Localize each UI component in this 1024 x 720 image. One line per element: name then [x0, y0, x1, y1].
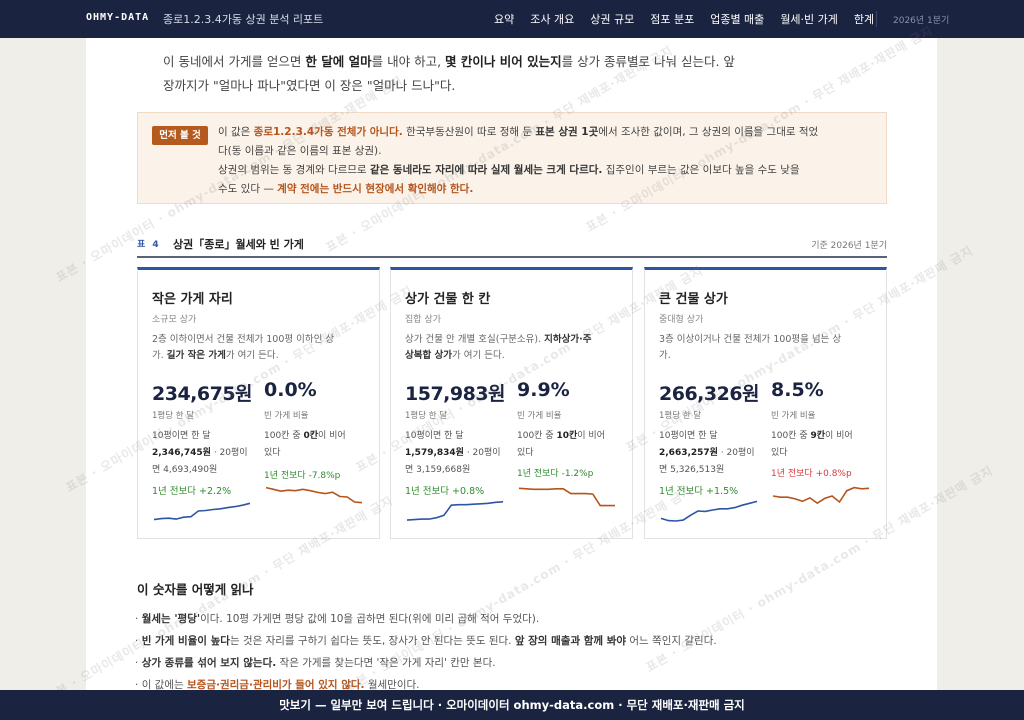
notice-box: 먼저 볼 것 이 값은 종로1.2.3.4가동 전체가 아니다. 한국부동산원이…	[137, 112, 887, 204]
sparkline-series	[406, 501, 504, 521]
vacancy-rate: 9.9%	[517, 379, 570, 401]
table-number: 표 4	[137, 240, 161, 250]
sparkline-series	[518, 487, 615, 507]
notice-badge: 먼저 볼 것	[152, 126, 208, 145]
intro-paragraph: 이 동네에서 가게를 얻으면 한 달에 얼마를 내야 하고, 몇 칸이나 비어 …	[163, 54, 735, 93]
top-navigation-bar: OHMY-DATA 종로1.2.3.4가동 상권 분석 리포트 요약 조사 개요…	[0, 0, 1024, 38]
rent-trend-sparkline	[153, 502, 251, 521]
notice-text: 이 값은 종로1.2.3.4가동 전체가 아니다. 한국부동산원이 따로 정해 …	[218, 126, 819, 195]
rent-label: 1평당 한 달	[405, 411, 448, 421]
card-subtitle: 중대형 상가	[659, 315, 704, 325]
nav-item-limits[interactable]: 한계	[853, 13, 875, 26]
rent-label: 1평당 한 달	[659, 411, 702, 421]
rent-calculation: 10평이면 한 달 1,579,834원 · 20평이 면 3,159,668원	[405, 431, 501, 475]
rent-trend-sparkline	[660, 500, 758, 522]
rent-calculation: 10평이면 한 달 2,663,257원 · 20평이 면 5,326,513원	[659, 431, 755, 475]
card-title: 작은 가게 자리	[152, 292, 233, 307]
reading-guide-list: · 월세는 '평당'이다. 10평 가게면 평당 값에 10을 곱하면 된다(위…	[135, 608, 895, 690]
period-label: 2026년 1분기	[893, 16, 950, 26]
nav-item-market-size[interactable]: 상권 규모	[590, 13, 635, 26]
vacancy-change: 1년 전보다 -1.2%p	[517, 469, 594, 479]
rent-trend-sparkline	[406, 501, 504, 521]
sparkline-series	[265, 486, 363, 504]
list-item: · 빈 가게 비율이 높다는 것은 자리를 구하기 쉽다는 뜻도, 장사가 안 …	[135, 635, 717, 647]
report-page: 이 동네에서 가게를 얻으면 한 달에 얼마를 내야 하고, 몇 칸이나 비어 …	[86, 38, 937, 690]
vacancy-trend-sparkline	[265, 486, 363, 504]
list-item: · 상가 종류를 섞어 보지 않는다. 작은 가게를 찾는다면 '작은 가게 자…	[135, 657, 496, 669]
nav-item-summary[interactable]: 요약	[494, 13, 515, 26]
card-description: 3층 이상이거나 건물 전체가 100평을 넘는 상 가.	[659, 334, 842, 361]
vacancy-label: 빈 가게 비율	[264, 411, 309, 421]
nav-item-overview[interactable]: 조사 개요	[530, 13, 575, 26]
section-heading: 이 숫자를 어떻게 읽나	[137, 582, 254, 597]
vacancy-description: 100칸 중 10칸이 비어 있다	[517, 431, 605, 458]
card-title: 큰 건물 상가	[659, 292, 728, 307]
rent-change: 1년 전보다 +2.2%	[152, 486, 232, 497]
vacancy-trend-sparkline	[518, 487, 615, 507]
rent-per-pyeong: 266,326원	[659, 383, 760, 405]
rent-change: 1년 전보다 +0.8%	[405, 486, 485, 497]
card-large-building-store: 큰 건물 상가 중대형 상가 3층 이상이거나 건물 전체가 100평을 넘는 …	[644, 267, 887, 539]
brand-logo[interactable]: OHMY-DATA	[86, 12, 150, 23]
card-description: 2층 이하이면서 건물 전체가 100평 이하인 상 가. 길가 작은 가게가 …	[152, 334, 335, 361]
rent-change: 1년 전보다 +1.5%	[659, 486, 739, 497]
list-item: · 월세는 '평당'이다. 10평 가게면 평당 값에 10을 곱하면 된다(위…	[135, 613, 540, 625]
table-title: 상권「종로」월세와 빈 가게	[173, 238, 304, 251]
sparkline-series	[660, 500, 758, 522]
vacancy-change: 1년 전보다 +0.8%p	[771, 469, 852, 479]
nav-divider	[876, 11, 877, 27]
vacancy-description: 100칸 중 0칸이 비어 있다	[264, 431, 346, 458]
vacancy-label: 빈 가게 비율	[771, 411, 816, 421]
sparkline-series	[772, 486, 870, 505]
card-small-store: 작은 가게 자리 소규모 상가 2층 이하이면서 건물 전체가 100평 이하인…	[137, 267, 380, 539]
nav-item-sales-by-industry[interactable]: 업종별 매출	[710, 13, 765, 26]
vacancy-trend-sparkline	[772, 486, 870, 505]
vacancy-rate: 8.5%	[771, 379, 824, 401]
table-period: 기준 2026년 1분기	[811, 241, 887, 251]
card-description: 상가 건물 안 개별 호실(구분소유). 지하상가·주 상복합 상가가 여기 든…	[405, 334, 592, 361]
card-title: 상가 건물 한 칸	[405, 292, 491, 307]
preview-footer-banner: 맛보기 — 일부만 보여 드립니다 · 오마이데이터 ohmy-data.com…	[0, 690, 1024, 720]
sparkline-series	[153, 502, 251, 521]
rent-per-pyeong: 157,983원	[405, 383, 506, 405]
card-subtitle: 집합 상가	[405, 315, 441, 325]
rent-calculation: 10평이면 한 달 2,346,745원 · 20평이 면 4,693,490원	[152, 431, 248, 475]
card-subtitle: 소규모 상가	[152, 315, 197, 325]
table-header: 표 4 상권「종로」월세와 빈 가게 기준 2026년 1분기	[137, 232, 887, 258]
vacancy-label: 빈 가게 비율	[517, 411, 562, 421]
nav-item-rent-vacancy[interactable]: 월세·빈 가게	[780, 13, 838, 26]
section-nav: 요약 조사 개요 상권 규모 점포 분포 업종별 매출 월세·빈 가게 한계	[494, 11, 890, 27]
nav-item-store-distribution[interactable]: 점포 분포	[650, 13, 695, 26]
vacancy-change: 1년 전보다 -7.8%p	[264, 471, 341, 481]
rent-per-pyeong: 234,675원	[152, 383, 253, 405]
card-aggregate-store: 상가 건물 한 칸 집합 상가 상가 건물 안 개별 호실(구분소유). 지하상…	[390, 267, 633, 539]
rent-label: 1평당 한 달	[152, 411, 195, 421]
vacancy-description: 100칸 중 9칸이 비어 있다	[771, 431, 853, 458]
list-item: · 이 값에는 보증금·권리금·관리비가 들어 있지 않다. 월세만이다.	[135, 679, 420, 690]
vacancy-rate: 0.0%	[264, 379, 317, 401]
document-title: 종로1.2.3.4가동 상권 분석 리포트	[163, 13, 324, 26]
